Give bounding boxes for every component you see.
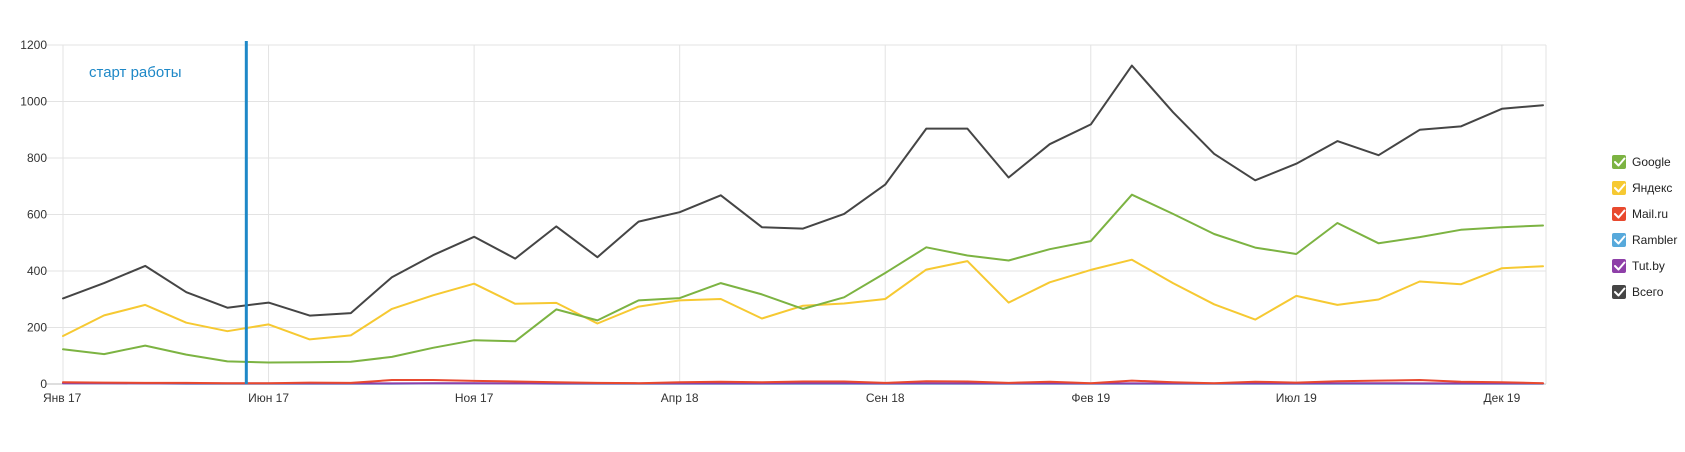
legend-label: Mail.ru	[1632, 207, 1668, 221]
legend[interactable]: Google Яндекс Mail.ru Rambler Tut.by Всего	[1612, 155, 1677, 299]
legend-label: Google	[1632, 155, 1671, 169]
y-tick-label: 400	[27, 264, 47, 278]
y-tick-label: 1200	[20, 38, 47, 52]
legend-item-Mail.ru[interactable]: Mail.ru	[1612, 207, 1668, 221]
grid-lines	[45, 45, 1546, 384]
legend-label: Tut.by	[1632, 259, 1665, 273]
x-tick-label: Июл 19	[1276, 391, 1317, 405]
x-tick-label: Янв 17	[43, 391, 82, 405]
y-tick-label: 0	[40, 377, 47, 391]
legend-item-Всего[interactable]: Всего	[1612, 285, 1664, 299]
legend-label: Яндекс	[1632, 181, 1672, 195]
series-line-Всего	[63, 66, 1543, 316]
series-lines	[63, 66, 1543, 384]
x-tick-label: Фев 19	[1071, 391, 1110, 405]
x-tick-label: Апр 18	[661, 391, 699, 405]
x-tick-label: Ноя 17	[455, 391, 494, 405]
legend-item-Google[interactable]: Google	[1612, 155, 1671, 169]
x-tick-label: Сен 18	[866, 391, 905, 405]
legend-label: Всего	[1632, 285, 1664, 299]
legend-item-Rambler[interactable]: Rambler	[1612, 233, 1677, 247]
start-marker-label: старт работы	[89, 64, 182, 81]
annotation-layer: старт работы	[89, 41, 246, 384]
y-tick-label: 800	[27, 151, 47, 165]
y-tick-label: 1000	[20, 95, 47, 109]
y-tick-label: 200	[27, 321, 47, 335]
y-tick-label: 600	[27, 208, 47, 222]
x-tick-label: Дек 19	[1484, 391, 1521, 405]
legend-item-Tut.by[interactable]: Tut.by	[1612, 259, 1665, 273]
x-tick-label: Июн 17	[248, 391, 289, 405]
legend-label: Rambler	[1632, 233, 1677, 247]
legend-item-Яндекс[interactable]: Яндекс	[1612, 181, 1672, 195]
series-line-Google	[63, 195, 1543, 363]
